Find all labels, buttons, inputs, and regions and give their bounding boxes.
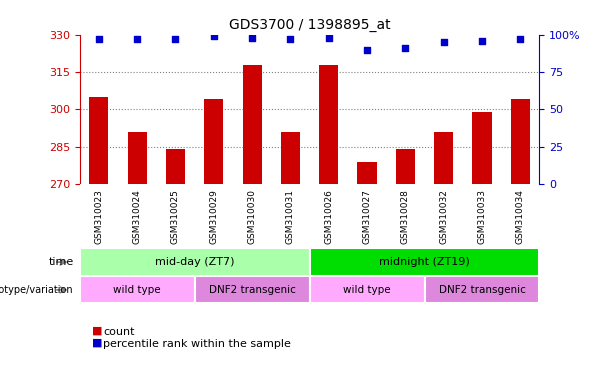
Point xyxy=(132,36,142,42)
Text: wild type: wild type xyxy=(113,285,161,295)
Bar xyxy=(204,99,223,184)
Point xyxy=(286,36,295,42)
Text: wild type: wild type xyxy=(343,285,391,295)
Text: GSM310027: GSM310027 xyxy=(362,189,371,244)
Bar xyxy=(424,276,539,303)
Title: GDS3700 / 1398895_at: GDS3700 / 1398895_at xyxy=(229,18,390,32)
Text: time: time xyxy=(48,257,74,267)
Text: GSM310034: GSM310034 xyxy=(516,189,525,244)
Text: GSM310028: GSM310028 xyxy=(401,189,410,244)
Bar xyxy=(166,149,185,184)
Bar xyxy=(310,276,424,303)
Bar xyxy=(473,112,492,184)
Bar xyxy=(80,248,310,276)
Point xyxy=(170,36,180,42)
Bar xyxy=(128,132,147,184)
Text: mid-day (ZT7): mid-day (ZT7) xyxy=(155,257,234,267)
Text: GSM310023: GSM310023 xyxy=(94,189,104,244)
Text: DNF2 transgenic: DNF2 transgenic xyxy=(438,285,525,295)
Text: GSM310031: GSM310031 xyxy=(286,189,295,244)
Text: GSM310030: GSM310030 xyxy=(248,189,257,244)
Text: percentile rank within the sample: percentile rank within the sample xyxy=(103,339,291,349)
Point xyxy=(400,45,410,51)
Bar xyxy=(396,149,415,184)
Point xyxy=(516,36,525,42)
Bar xyxy=(89,97,109,184)
Text: genotype/variation: genotype/variation xyxy=(0,285,74,295)
Text: DNF2 transgenic: DNF2 transgenic xyxy=(208,285,295,295)
Bar xyxy=(243,65,262,184)
Text: GSM310026: GSM310026 xyxy=(324,189,333,244)
Text: GSM310032: GSM310032 xyxy=(439,189,448,244)
Text: GSM310024: GSM310024 xyxy=(132,189,142,244)
Point xyxy=(247,35,257,41)
Text: ■: ■ xyxy=(92,338,102,348)
Point xyxy=(439,39,449,45)
Bar xyxy=(319,65,338,184)
Text: GSM310029: GSM310029 xyxy=(209,189,218,244)
Bar xyxy=(195,276,310,303)
Bar xyxy=(357,162,376,184)
Point xyxy=(477,38,487,44)
Bar xyxy=(80,276,195,303)
Text: GSM310025: GSM310025 xyxy=(171,189,180,244)
Point xyxy=(362,46,372,53)
Text: GSM310033: GSM310033 xyxy=(478,189,487,244)
Text: ■: ■ xyxy=(92,326,102,336)
Bar xyxy=(281,132,300,184)
Text: midnight (ZT19): midnight (ZT19) xyxy=(379,257,470,267)
Point xyxy=(324,35,333,41)
Bar xyxy=(511,99,530,184)
Text: count: count xyxy=(103,327,134,337)
Point xyxy=(209,33,219,39)
Bar xyxy=(310,248,539,276)
Point xyxy=(94,36,104,42)
Bar xyxy=(434,132,453,184)
